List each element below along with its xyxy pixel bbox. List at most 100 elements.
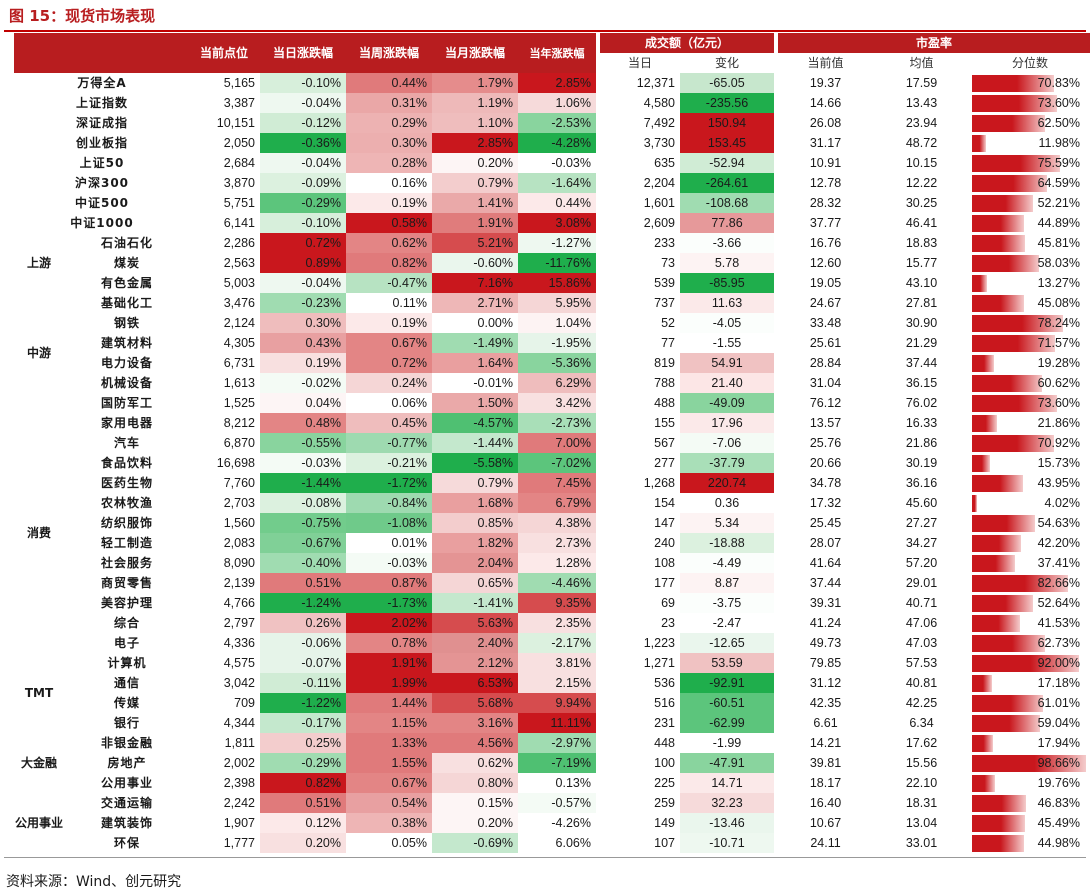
turnover-today: 1,271 (596, 653, 680, 673)
day-change-cell: -1.24% (260, 593, 346, 613)
table-row: 中游 基础化工 3,476 -0.23% 0.11% 2.71% 5.95% 737 11.63… (14, 293, 1090, 360)
ytd-change-cell: 3.81% (518, 653, 598, 673)
percentile-bar: 59.04% (972, 715, 1088, 732)
ytd-change-cell: 1.04% (518, 313, 598, 333)
pe-percentile-cell: 71.57% (970, 333, 1090, 353)
table-row: 创业板指 2,050 -0.36% 0.30% 2.85% -4.28% 3,730 153.… (14, 133, 1090, 153)
week-change-cell: 1.91% (346, 653, 432, 673)
pe-current: 31.04 (774, 373, 873, 393)
percentile-bar-fill (972, 755, 1087, 772)
percentile-value: 62.50% (1037, 116, 1080, 130)
table-body: 万得全A 5,165 -0.10% 0.44% 1.79% 2.85% 12,371 -65.… (14, 73, 1090, 853)
percentile-value: 44.98% (1037, 836, 1080, 850)
percentile-bar-fill (972, 435, 1055, 452)
close-value: 6,731 (223, 356, 255, 370)
percentile-bar-fill (972, 495, 977, 512)
percentile-bar-fill (972, 715, 1041, 732)
day-change-cell: -0.36% (260, 133, 346, 153)
table-row: 消费 家用电器 8,212 0.48% 0.45% -4.57% -2.73% 155 17.9… (14, 413, 1090, 540)
pe-mean: 15.77 (905, 256, 938, 270)
close-value: 2,124 (223, 316, 255, 330)
row-name: 环保 (113, 836, 140, 850)
week-change-cell: -1.72% (346, 473, 432, 493)
pe-mean: 13.43 (905, 96, 938, 110)
turnover-change: -12.65 (680, 633, 776, 653)
turnover-today: 737 (596, 293, 680, 313)
pe-mean: 17.59 (905, 76, 938, 90)
table-row: 汽车 6,870 -0.55% -0.77% -1.44% 7.00% 567 -7.06 25… (14, 433, 1090, 453)
month-change-cell: 2.40% (432, 633, 518, 653)
pe-current: 39.31 (774, 593, 873, 613)
pe-percentile-cell: 73.60% (970, 393, 1090, 413)
table-row: 传媒 709 -1.22% 1.44% 5.68% 9.94% 516 -60.51 42.35… (14, 693, 1090, 713)
pe-mean: 21.29 (905, 336, 938, 350)
close-value: 2,002 (223, 756, 255, 770)
percentile-bar-fill (972, 555, 1016, 572)
percentile-bar: 11.98% (972, 135, 1088, 152)
turnover-change: -4.05 (680, 313, 776, 333)
pe-current: 76.12 (774, 393, 873, 413)
header-turnover: 成交额（亿元） (596, 33, 776, 53)
ytd-change-cell: -1.95% (518, 333, 598, 353)
week-change-cell: 0.30% (346, 133, 432, 153)
close-value: 2,703 (223, 496, 255, 510)
header-close: 当前点位 (14, 33, 260, 73)
turnover-change: -37.79 (680, 453, 776, 473)
day-change-cell: 0.30% (260, 313, 346, 333)
pe-percentile-cell: 17.94% (970, 733, 1090, 753)
day-change-cell: -0.08% (260, 493, 346, 513)
percentile-value: 59.04% (1037, 716, 1080, 730)
day-change-cell: -0.29% (260, 753, 346, 773)
ytd-change-cell: -7.02% (518, 453, 598, 473)
turnover-today: 147 (596, 513, 680, 533)
percentile-value: 60.62% (1037, 376, 1080, 390)
turnover-change: -13.46 (680, 813, 776, 833)
table-row: 医药生物 7,760 -1.44% -1.72% 0.79% 7.45% 1,268 220.… (14, 473, 1090, 493)
percentile-value: 52.21% (1037, 196, 1080, 210)
percentile-bar: 52.21% (972, 195, 1088, 212)
day-change-cell: -0.04% (260, 93, 346, 113)
ytd-change-cell: -7.19% (518, 753, 598, 773)
row-name: 美容护理 (100, 596, 153, 610)
percentile-value: 98.66% (1037, 756, 1080, 770)
month-change-cell: 0.85% (432, 513, 518, 533)
turnover-today: 149 (596, 813, 680, 833)
table-row: 社会服务 8,090 -0.40% -0.03% 2.04% 1.28% 108 -4.49 4… (14, 553, 1090, 573)
pe-percentile-cell: 52.64% (970, 593, 1090, 613)
turnover-change: 8.87 (680, 573, 776, 593)
header-row-1: 当前点位 当日涨跌幅 当周涨跌幅 当月涨跌幅 当年涨跌幅 成交额（亿元） 市盈率 (14, 33, 1090, 73)
row-name: 农林牧渔 (100, 496, 153, 510)
week-change-cell: 0.78% (346, 633, 432, 653)
turnover-change: -65.05 (680, 73, 776, 93)
percentile-bar-fill (972, 335, 1056, 352)
close-value: 4,575 (223, 656, 255, 670)
turnover-today: 155 (596, 413, 680, 433)
turnover-change: -18.88 (680, 533, 776, 553)
percentile-value: 21.86% (1037, 416, 1080, 430)
table-row: 食品饮料 16,698 -0.03% -0.21% -5.58% -7.02% 277 -37… (14, 453, 1090, 473)
percentile-bar-fill (972, 235, 1026, 252)
percentile-value: 62.73% (1037, 636, 1080, 650)
turnover-today: 567 (596, 433, 680, 453)
month-change-cell: 2.71% (432, 293, 518, 313)
percentile-bar-fill (972, 455, 991, 472)
percentile-bar-fill (972, 295, 1025, 312)
group-label: TMT (24, 686, 54, 700)
pe-current: 26.08 (774, 113, 873, 133)
percentile-bar: 61.01% (972, 695, 1088, 712)
pe-percentile-cell: 44.98% (970, 833, 1090, 853)
percentile-bar: 60.62% (972, 375, 1088, 392)
close-value: 3,387 (223, 96, 255, 110)
pe-mean: 37.44 (905, 356, 938, 370)
pe-mean: 40.71 (905, 596, 938, 610)
pe-mean: 45.60 (905, 496, 938, 510)
turnover-today: 536 (596, 673, 680, 693)
turnover-change: -62.99 (680, 713, 776, 733)
percentile-bar: 75.59% (972, 155, 1088, 172)
table-row: 中证500 5,751 -0.29% 0.19% 1.41% 0.44% 1,601 -108… (14, 193, 1090, 213)
ytd-change-cell: -2.97% (518, 733, 598, 753)
close-value: 1,525 (223, 396, 255, 410)
group-label: 消费 (26, 526, 51, 540)
turnover-today: 107 (596, 833, 680, 853)
week-change-cell: 0.24% (346, 373, 432, 393)
